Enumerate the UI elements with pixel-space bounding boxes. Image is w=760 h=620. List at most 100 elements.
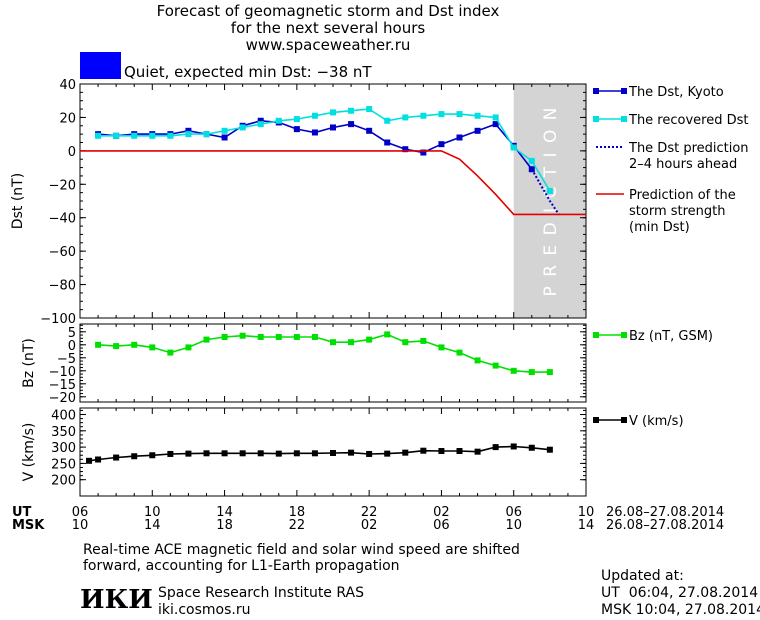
data-point	[546, 187, 553, 194]
data-point	[366, 336, 373, 343]
data-point	[149, 132, 156, 139]
data-point	[474, 357, 481, 364]
data-point	[384, 450, 391, 457]
data-point	[293, 116, 300, 123]
legend-label: V (km/s)	[629, 414, 684, 429]
y-tick-label: 350	[51, 425, 76, 440]
legend-marker	[621, 116, 627, 122]
legend-label: The Dst, Kyoto	[628, 85, 724, 100]
series-line	[88, 445, 550, 462]
data-point	[456, 448, 463, 455]
updated-msk: MSK 10:04, 27.08.2014	[601, 602, 760, 618]
data-point	[185, 344, 192, 351]
msk-tick-label: 06	[433, 518, 450, 533]
data-point	[293, 450, 300, 457]
data-point	[366, 106, 373, 113]
data-point	[456, 134, 463, 141]
data-point	[113, 132, 120, 139]
data-point	[456, 349, 463, 356]
data-point	[420, 447, 427, 454]
data-point	[311, 112, 318, 119]
data-point	[275, 450, 282, 457]
y-tick-label: 0	[68, 145, 76, 160]
data-point	[366, 450, 373, 457]
data-point	[257, 121, 264, 128]
data-point	[95, 132, 102, 139]
data-point	[492, 121, 499, 128]
data-point	[239, 450, 246, 457]
data-point	[330, 339, 336, 346]
y-tick-label: 20	[59, 111, 76, 126]
status-text: Quiet, expected min Dst: −38 nT	[124, 63, 372, 81]
data-point	[257, 334, 264, 340]
data-point	[402, 114, 409, 121]
data-point	[185, 127, 192, 134]
legend-label: The Dst prediction	[628, 141, 749, 156]
ut-tick-label: 06	[72, 505, 89, 520]
ut-date-range: 26.08–27.08.2014	[606, 505, 724, 520]
footnote-line-2: forward, accounting for L1-Earth propaga…	[83, 558, 400, 574]
series-line	[98, 333, 550, 373]
chart-title-line-1: Forecast of geomagnetic storm and Dst in…	[156, 2, 500, 20]
y-tick-label: −15	[49, 378, 76, 393]
msk-tick-label: 02	[361, 518, 378, 533]
data-point	[384, 331, 391, 338]
data-point	[203, 131, 210, 138]
data-point	[402, 146, 409, 153]
data-point	[456, 111, 463, 118]
data-point	[366, 127, 373, 134]
data-point	[474, 112, 481, 119]
data-point	[203, 336, 210, 343]
panel-frame	[79, 323, 587, 403]
series-line	[530, 168, 560, 215]
updated-label: Updated at:	[601, 568, 684, 584]
data-point	[492, 444, 499, 451]
ut-axis-label: UT	[12, 505, 32, 520]
status-color-swatch	[80, 52, 121, 79]
msk-tick-label: 10	[72, 518, 89, 533]
data-point	[167, 450, 174, 457]
data-point	[149, 344, 156, 351]
data-point	[420, 112, 427, 119]
data-point	[438, 111, 445, 118]
legend-label: Prediction of the	[629, 188, 736, 203]
msk-tick-label: 14	[578, 518, 595, 533]
data-point	[384, 117, 391, 124]
data-point	[402, 339, 409, 346]
ut-tick-label: 02	[433, 505, 450, 520]
data-point	[330, 449, 336, 456]
data-point	[257, 450, 264, 457]
data-point	[438, 141, 445, 148]
data-point	[149, 452, 156, 459]
data-point	[275, 117, 282, 124]
data-point	[311, 450, 318, 457]
updated-ut: UT 06:04, 27.08.2014	[601, 585, 759, 601]
msk-tick-label: 18	[216, 518, 233, 533]
legend-label: Bz (nT, GSM)	[629, 329, 713, 344]
series-line	[80, 150, 586, 216]
data-point	[221, 134, 228, 141]
data-point	[348, 107, 355, 114]
data-point	[510, 367, 517, 374]
legend-label: The recovered Dst	[628, 113, 748, 128]
y-axis-label: Dst (nT)	[10, 173, 26, 229]
y-tick-label: 400	[51, 409, 76, 424]
ut-tick-label: 14	[216, 505, 233, 520]
data-point	[402, 449, 409, 456]
ut-tick-label: 10	[144, 505, 161, 520]
iki-logo: ИКИ	[80, 585, 153, 615]
data-point	[438, 448, 445, 455]
institute-site-link[interactable]: iki.cosmos.ru	[158, 602, 251, 618]
data-point	[221, 127, 228, 134]
ut-tick-label: 06	[505, 505, 522, 520]
y-tick-label: 200	[51, 474, 76, 489]
data-point	[131, 132, 138, 139]
ut-tick-label: 10	[578, 505, 595, 520]
y-tick-label: 300	[51, 441, 76, 456]
ut-tick-label: 22	[361, 505, 378, 520]
data-point	[113, 454, 120, 461]
data-point	[113, 343, 120, 350]
y-tick-label: 0	[68, 339, 76, 354]
data-point	[275, 334, 282, 340]
